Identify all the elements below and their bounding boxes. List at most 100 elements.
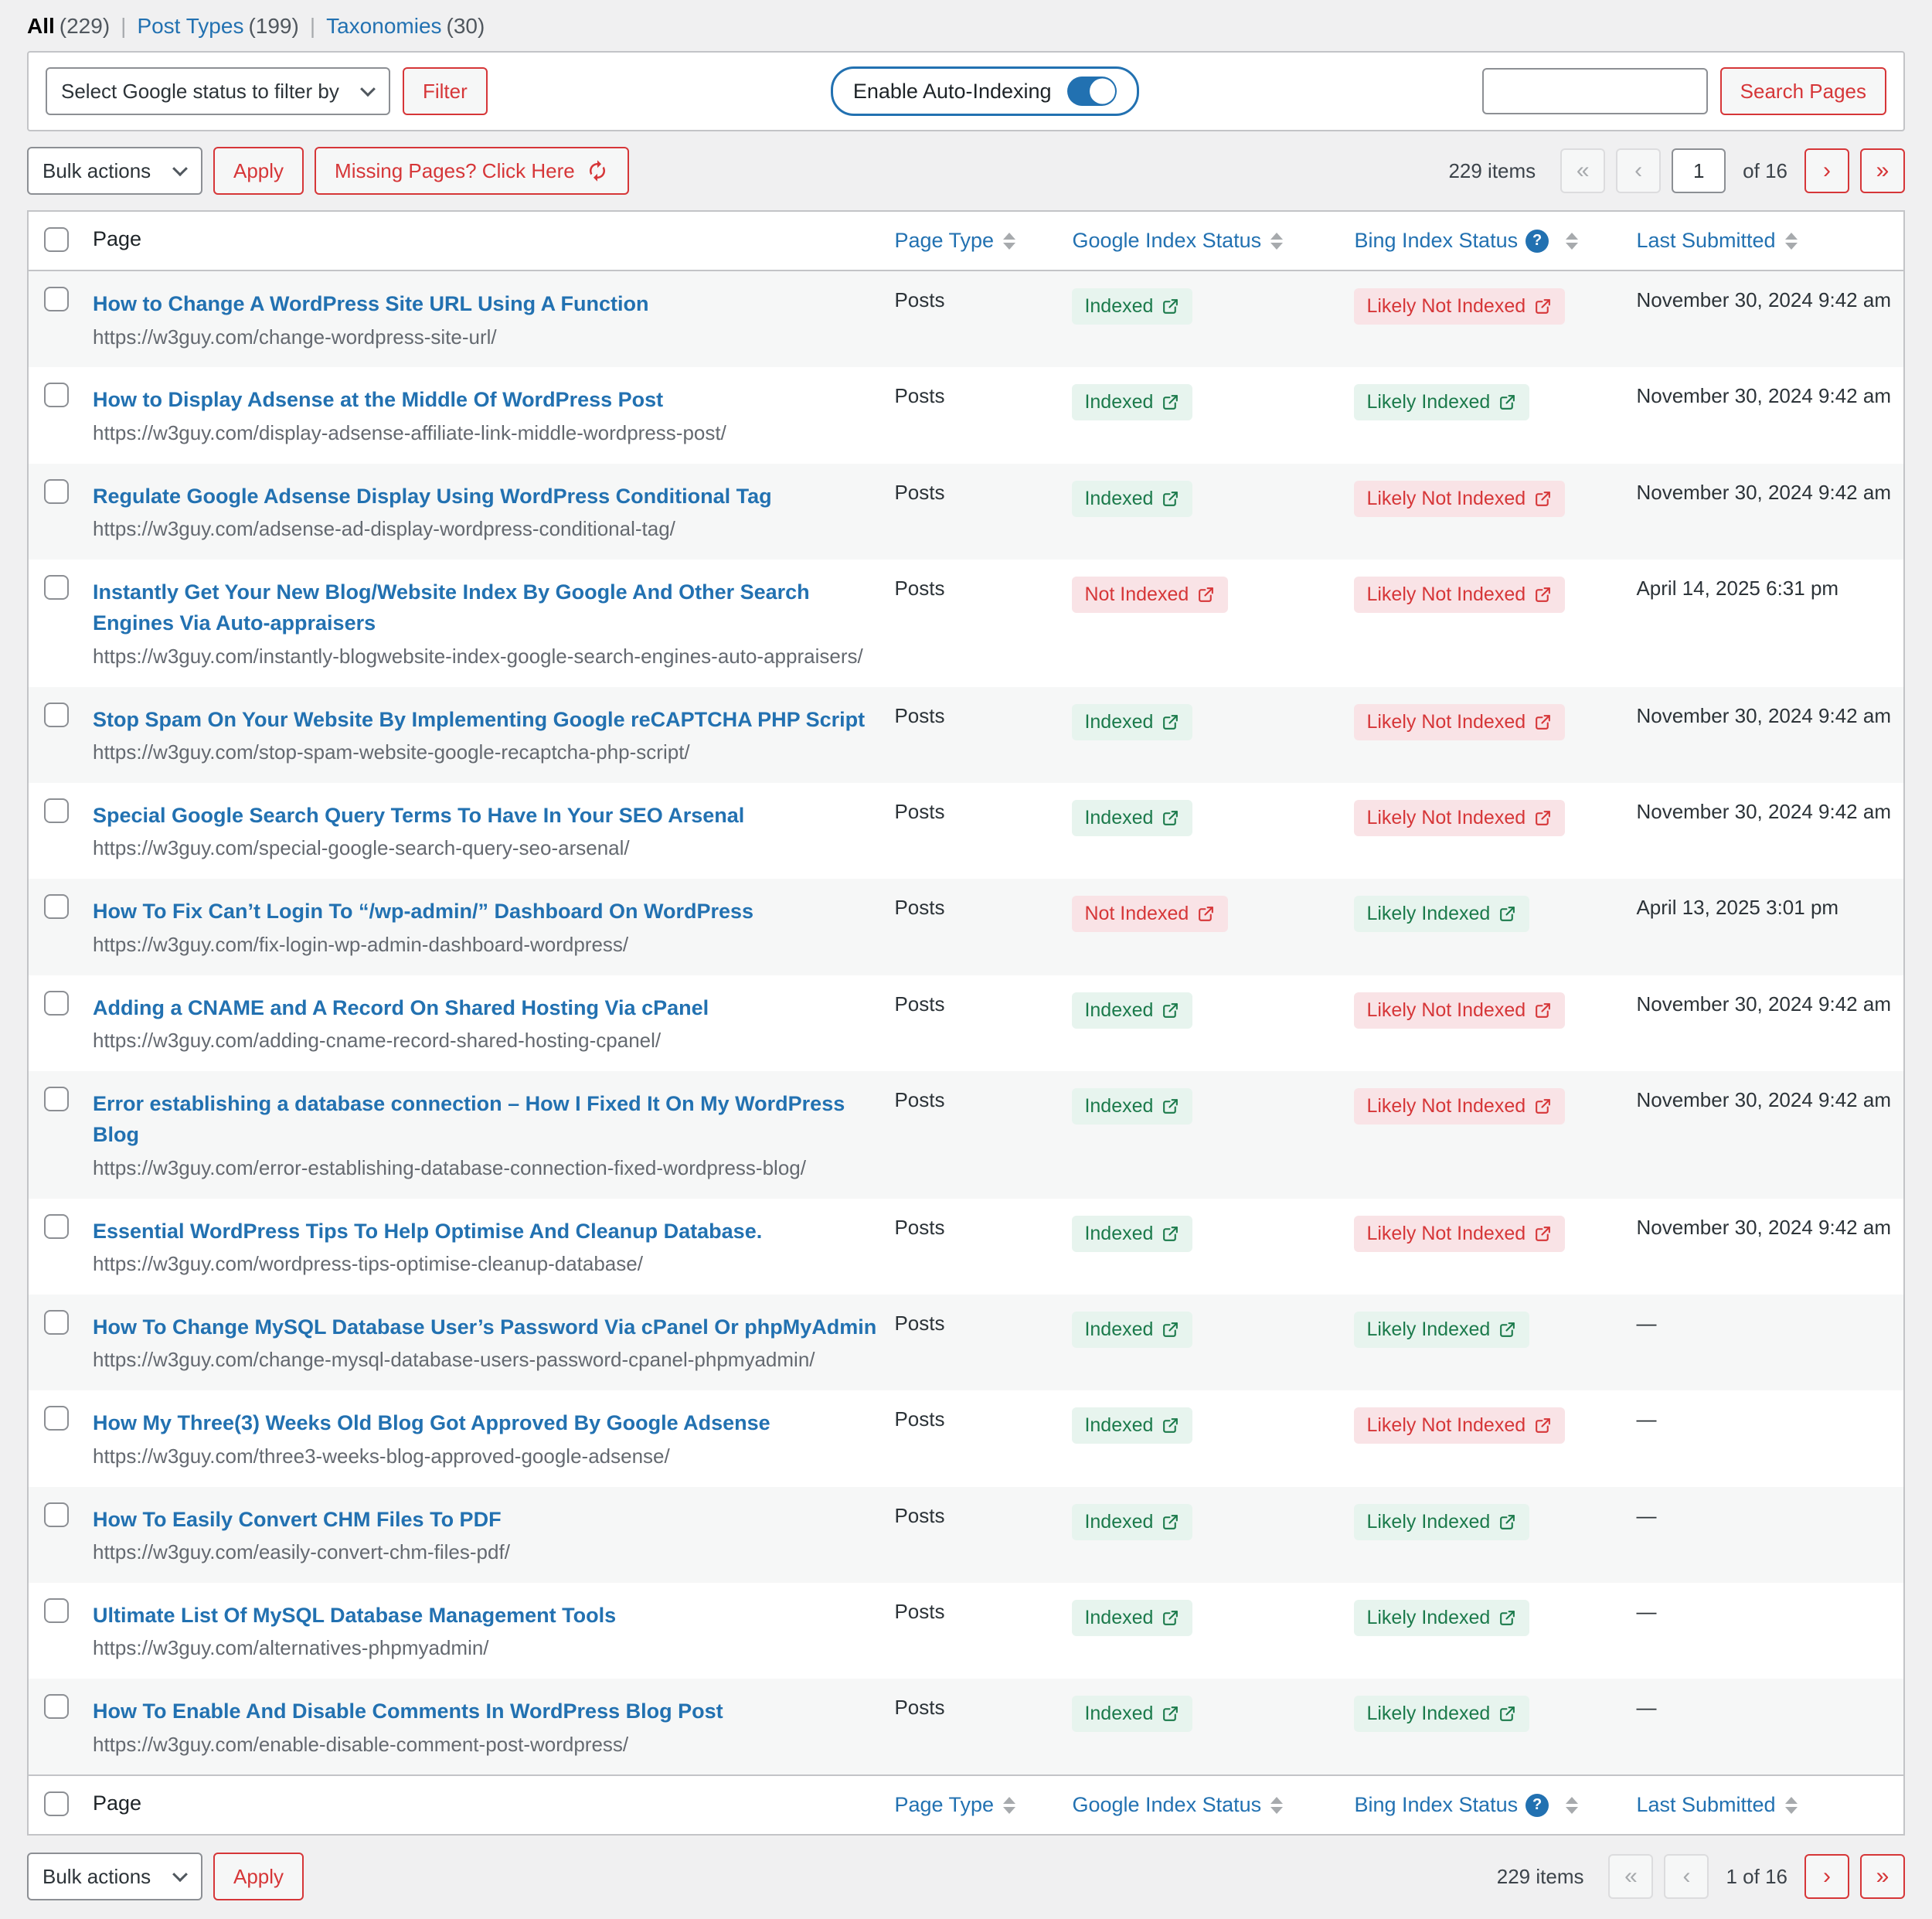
google-status-badge[interactable]: Indexed: [1072, 703, 1193, 740]
row-checkbox[interactable]: [44, 1597, 69, 1623]
page-type-column-header[interactable]: Page Type: [894, 1793, 1016, 1817]
page-title-link[interactable]: How My Three(3) Weeks Old Blog Got Appro…: [93, 1411, 770, 1435]
bing-status-badge[interactable]: Likely Not Indexed: [1354, 1087, 1566, 1125]
next-page-button[interactable]: ›: [1804, 148, 1849, 193]
row-checkbox[interactable]: [44, 1406, 69, 1431]
bing-status-badge[interactable]: Likely Not Indexed: [1354, 703, 1566, 740]
page-title-link[interactable]: Instantly Get Your New Blog/Website Inde…: [93, 580, 810, 635]
select-all-checkbox[interactable]: [44, 1791, 69, 1817]
filter-button[interactable]: Filter: [403, 67, 488, 115]
page-type-column-header[interactable]: Page Type: [894, 229, 1016, 253]
last-submitted-column-header[interactable]: Last Submitted: [1636, 1793, 1798, 1817]
previous-page-button[interactable]: ‹: [1616, 148, 1662, 193]
bulk-actions-select[interactable]: Bulk actions: [27, 1853, 202, 1901]
row-checkbox[interactable]: [44, 383, 69, 408]
google-status-badge[interactable]: Indexed: [1072, 384, 1193, 421]
select-all-checkbox[interactable]: [44, 227, 69, 252]
bing-status-badge[interactable]: Likely Indexed: [1354, 896, 1530, 933]
search-input[interactable]: [1481, 68, 1708, 114]
toggle-on-icon[interactable]: [1066, 77, 1117, 106]
bing-status-badge[interactable]: Likely Indexed: [1354, 384, 1530, 421]
page-title-link[interactable]: Error establishing a database connection…: [93, 1091, 845, 1147]
row-checkbox[interactable]: [44, 894, 69, 920]
row-checkbox[interactable]: [44, 702, 69, 727]
bing-status-badge[interactable]: Likely Not Indexed: [1354, 480, 1566, 517]
page-title-link[interactable]: How to Display Adsense at the Middle Of …: [93, 388, 664, 412]
page-title-link[interactable]: Adding a CNAME and A Record On Shared Ho…: [93, 995, 709, 1019]
google-status-badge[interactable]: Indexed: [1072, 799, 1193, 836]
page-url: https://w3guy.com/error-establishing-dat…: [93, 1155, 806, 1179]
google-index-status-column-header[interactable]: Google Index Status: [1072, 229, 1284, 253]
apply-button[interactable]: Apply: [213, 147, 304, 195]
search-pages-button[interactable]: Search Pages: [1719, 67, 1886, 115]
filter-link-all[interactable]: All (229): [27, 14, 111, 38]
page-type: Posts: [894, 1215, 945, 1239]
bing-status-badge[interactable]: Likely Not Indexed: [1354, 1407, 1566, 1444]
row-checkbox[interactable]: [44, 1213, 69, 1239]
google-status-badge[interactable]: Indexed: [1072, 1311, 1193, 1348]
last-page-button[interactable]: »: [1860, 148, 1905, 193]
last-page-button[interactable]: »: [1860, 1854, 1905, 1900]
page-title-link[interactable]: How to Change A WordPress Site URL Using…: [93, 292, 649, 315]
previous-page-button[interactable]: ‹: [1664, 1854, 1709, 1900]
bing-status-badge[interactable]: Likely Not Indexed: [1354, 992, 1566, 1029]
bing-index-status-column-header[interactable]: Bing Index Status?: [1354, 1793, 1579, 1817]
bing-status-badge[interactable]: Likely Indexed: [1354, 1599, 1530, 1636]
row-checkbox[interactable]: [44, 1502, 69, 1527]
table-row: Adding a CNAME and A Record On Shared Ho…: [28, 975, 1904, 1071]
google-status-badge[interactable]: Indexed: [1072, 1215, 1193, 1252]
bing-index-status-column-header[interactable]: Bing Index Status?: [1354, 229, 1579, 253]
bing-status-badge[interactable]: Likely Indexed: [1354, 1311, 1530, 1348]
bing-status-badge[interactable]: Likely Indexed: [1354, 1696, 1530, 1733]
row-checkbox[interactable]: [44, 1694, 69, 1720]
google-status-badge[interactable]: Indexed: [1072, 992, 1193, 1029]
page-title-link[interactable]: Essential WordPress Tips To Help Optimis…: [93, 1219, 763, 1243]
google-status-badge[interactable]: Indexed: [1072, 1599, 1193, 1636]
filter-link-taxonomies[interactable]: Taxonomies (30): [326, 14, 485, 38]
help-icon[interactable]: ?: [1526, 229, 1549, 253]
google-status-badge[interactable]: Indexed: [1072, 288, 1193, 325]
google-status-badge[interactable]: Not Indexed: [1072, 896, 1229, 933]
last-submitted-column-header[interactable]: Last Submitted: [1636, 229, 1798, 253]
bing-status-badge[interactable]: Likely Not Indexed: [1354, 799, 1566, 836]
page-title-link[interactable]: Special Google Search Query Terms To Hav…: [93, 803, 745, 827]
google-status-badge[interactable]: Not Indexed: [1072, 576, 1229, 613]
first-page-button[interactable]: «: [1608, 1854, 1654, 1900]
bing-status-badge[interactable]: Likely Not Indexed: [1354, 288, 1566, 325]
bulk-actions-select[interactable]: Bulk actions: [27, 147, 202, 195]
first-page-button[interactable]: «: [1560, 148, 1606, 193]
row-checkbox[interactable]: [44, 287, 69, 311]
filter-link-post-types[interactable]: Post Types (199): [137, 14, 299, 38]
page-title-link[interactable]: How To Easily Convert CHM Files To PDF: [93, 1507, 502, 1531]
current-page-input[interactable]: [1672, 148, 1726, 193]
row-checkbox[interactable]: [44, 574, 69, 600]
apply-button[interactable]: Apply: [213, 1853, 304, 1901]
next-page-button[interactable]: ›: [1804, 1854, 1849, 1900]
bing-status-badge[interactable]: Likely Not Indexed: [1354, 1215, 1566, 1252]
page-title-link[interactable]: How To Change MySQL Database User’s Pass…: [93, 1315, 877, 1339]
filter-card: Select Google status to filter by Filter…: [27, 51, 1905, 131]
row-checkbox[interactable]: [44, 798, 69, 823]
google-index-status-column-header[interactable]: Google Index Status: [1072, 1793, 1284, 1817]
missing-pages-button[interactable]: Missing Pages? Click Here: [315, 147, 629, 195]
google-status-badge[interactable]: Indexed: [1072, 1503, 1193, 1540]
row-checkbox[interactable]: [44, 990, 69, 1016]
page-title-link[interactable]: Regulate Google Adsense Display Using Wo…: [93, 484, 772, 508]
row-checkbox[interactable]: [44, 478, 69, 504]
row-checkbox[interactable]: [44, 1309, 69, 1335]
bing-status-badge[interactable]: Likely Not Indexed: [1354, 576, 1566, 613]
google-status-badge[interactable]: Indexed: [1072, 1407, 1193, 1444]
page-title-link[interactable]: How To Enable And Disable Comments In Wo…: [93, 1700, 723, 1723]
page-title-link[interactable]: Ultimate List Of MySQL Database Manageme…: [93, 1603, 617, 1627]
google-status-badge[interactable]: Indexed: [1072, 1696, 1193, 1733]
page-title-link[interactable]: Stop Spam On Your Website By Implementin…: [93, 707, 866, 731]
row-checkbox[interactable]: [44, 1086, 69, 1111]
page-title-link[interactable]: How To Fix Can’t Login To “/wp-admin/” D…: [93, 900, 754, 924]
google-status-filter-select[interactable]: Select Google status to filter by: [46, 67, 390, 115]
auto-indexing-toggle[interactable]: Enable Auto-Indexing: [830, 66, 1139, 116]
google-status-badge[interactable]: Indexed: [1072, 480, 1193, 517]
help-icon[interactable]: ?: [1526, 1793, 1549, 1817]
sort-icon: [1003, 232, 1016, 250]
bing-status-badge[interactable]: Likely Indexed: [1354, 1503, 1530, 1540]
google-status-badge[interactable]: Indexed: [1072, 1087, 1193, 1125]
